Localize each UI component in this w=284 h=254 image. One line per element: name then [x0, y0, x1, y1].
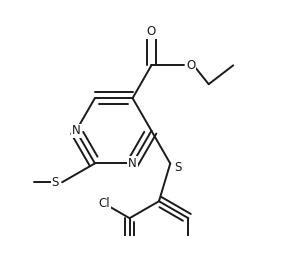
Text: S: S — [52, 176, 59, 189]
Text: S: S — [174, 161, 181, 174]
Text: N: N — [128, 157, 137, 170]
Text: O: O — [186, 59, 196, 72]
Text: N: N — [72, 124, 80, 137]
Text: Cl: Cl — [99, 197, 110, 210]
Text: O: O — [147, 25, 156, 38]
